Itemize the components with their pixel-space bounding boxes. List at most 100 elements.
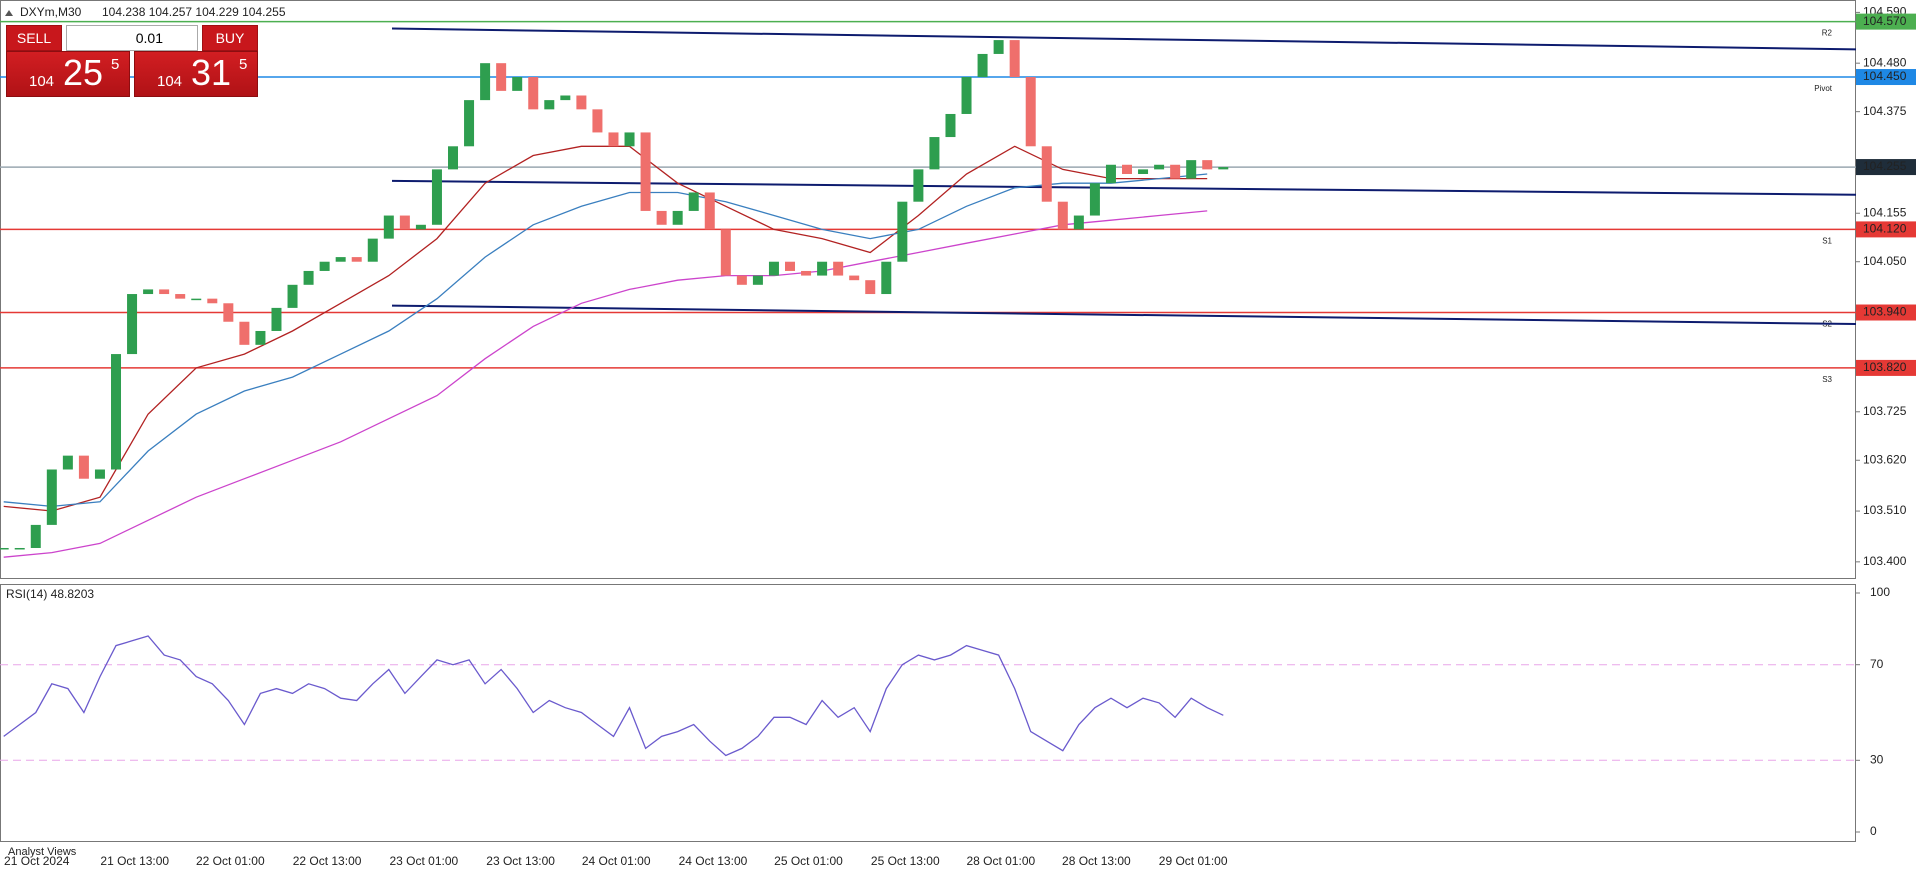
bid-big: 104 xyxy=(29,73,55,90)
x-tick-label: 28 Oct 13:00 xyxy=(1062,854,1131,868)
analyst-tab[interactable]: Analyst Views xyxy=(8,846,77,858)
y-tick-label: 30 xyxy=(1870,752,1884,766)
candle xyxy=(1202,160,1213,170)
candle xyxy=(351,257,362,262)
y-tick-label: 70 xyxy=(1870,657,1884,671)
candle xyxy=(62,455,73,470)
y-tick-label: 103.400 xyxy=(1863,554,1907,568)
x-tick-label: 24 Oct 01:00 xyxy=(582,854,651,868)
x-tick-label: 29 Oct 01:00 xyxy=(1159,854,1228,868)
candle xyxy=(512,77,523,91)
y-tick-label: 104.375 xyxy=(1863,104,1907,118)
candle xyxy=(785,261,796,271)
level-box xyxy=(1856,69,1916,86)
candle xyxy=(1154,164,1165,170)
candle xyxy=(496,63,507,91)
candle xyxy=(1073,215,1084,230)
collapse-icon[interactable] xyxy=(5,10,13,16)
x-tick-label: 22 Oct 13:00 xyxy=(293,854,362,868)
level-label: 103.820 xyxy=(1863,360,1907,374)
moving-average xyxy=(3,145,1208,512)
sell-button[interactable]: SELL xyxy=(6,25,62,51)
candle xyxy=(159,289,170,295)
level-name: S1 xyxy=(1822,237,1832,246)
bid-point: 5 xyxy=(111,56,120,73)
moving-average xyxy=(3,173,1208,508)
y-tick-label: 104.480 xyxy=(1863,55,1907,69)
candle xyxy=(448,146,459,170)
x-tick-label: 21 Oct 2024 xyxy=(4,854,70,868)
candle xyxy=(656,210,667,225)
level-label: 104.570 xyxy=(1863,14,1907,28)
rsi-frame xyxy=(0,584,1856,842)
candle xyxy=(319,261,330,271)
level-box xyxy=(1856,221,1916,238)
candle xyxy=(0,547,9,550)
x-tick-label: 21 Oct 13:00 xyxy=(100,854,169,868)
candle xyxy=(367,238,378,262)
candle xyxy=(801,270,812,276)
y-tick-label: 103.725 xyxy=(1863,404,1907,418)
level-name: S3 xyxy=(1822,375,1832,384)
candle xyxy=(704,192,715,230)
candle xyxy=(528,77,539,110)
candle xyxy=(592,109,603,133)
candle xyxy=(977,53,988,78)
candle xyxy=(30,524,41,548)
y-tick-label: 0 xyxy=(1870,824,1877,838)
level-box xyxy=(1856,159,1916,176)
level-label: 104.120 xyxy=(1863,222,1907,236)
candle xyxy=(560,95,571,101)
candle xyxy=(1105,164,1116,184)
ask-price[interactable]: 104 31 5 xyxy=(134,51,258,97)
candle xyxy=(111,354,122,470)
candle xyxy=(239,321,250,345)
candle xyxy=(78,455,89,479)
candle xyxy=(191,298,202,301)
candle xyxy=(817,261,828,276)
y-tick-label: 104.050 xyxy=(1863,254,1907,268)
ask-big: 104 xyxy=(157,73,183,90)
buy-button[interactable]: BUY xyxy=(202,25,258,51)
candle xyxy=(961,77,972,114)
bid-pips: 25 xyxy=(63,52,104,93)
ask-point: 5 xyxy=(239,56,248,73)
ohlc-quote: 104.238 104.257 104.229 104.255 xyxy=(102,5,286,19)
level-label: 104.255 xyxy=(1863,159,1907,173)
candle xyxy=(929,137,940,170)
candle xyxy=(14,547,25,550)
candle xyxy=(143,289,154,295)
candle xyxy=(46,469,57,525)
rsi-title: RSI(14) 48.8203 xyxy=(6,587,94,601)
candle xyxy=(624,132,635,147)
trade-panel: SELL 0.01 BUY 104 25 5 104 31 5 xyxy=(6,25,258,97)
y-tick-label: 103.620 xyxy=(1863,452,1907,466)
volume-input[interactable]: 0.01 xyxy=(66,25,198,51)
candle xyxy=(897,201,908,262)
candle xyxy=(672,210,683,225)
candle xyxy=(1138,169,1149,174)
candle xyxy=(849,275,860,281)
candle xyxy=(544,100,555,110)
trendline xyxy=(391,179,1857,196)
level-label: 104.450 xyxy=(1863,69,1907,83)
candle xyxy=(1218,167,1229,170)
x-tick-label: 25 Oct 01:00 xyxy=(774,854,843,868)
candle xyxy=(94,469,105,479)
x-tick-label: 25 Oct 13:00 xyxy=(871,854,940,868)
candle xyxy=(608,132,619,147)
level-label: 103.940 xyxy=(1863,305,1907,319)
candle xyxy=(1170,164,1181,179)
candle xyxy=(1122,164,1132,174)
x-tick-label: 23 Oct 01:00 xyxy=(389,854,458,868)
candle xyxy=(127,294,138,355)
candle xyxy=(1186,160,1197,179)
symbol-title: DXYm,M30 xyxy=(20,5,82,19)
bid-price[interactable]: 104 25 5 xyxy=(6,51,130,97)
x-tick-label: 24 Oct 13:00 xyxy=(679,854,748,868)
candle xyxy=(640,132,651,211)
candle xyxy=(720,229,731,276)
main-frame xyxy=(0,0,1856,579)
